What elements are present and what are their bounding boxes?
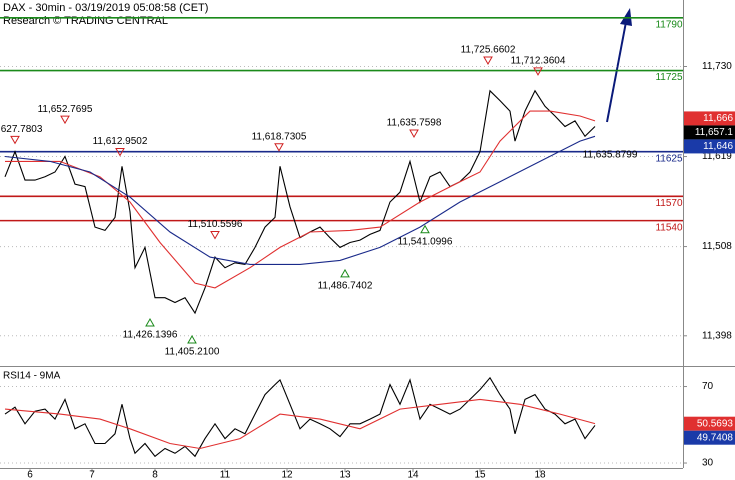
- high-label: 11,652.7695: [38, 104, 93, 115]
- high-marker: [115, 147, 125, 157]
- x-tick-label: 11: [220, 470, 231, 480]
- level-label: 11725: [655, 72, 683, 83]
- x-tick-label: 12: [281, 470, 293, 480]
- price-badge-label: 11,666: [703, 113, 733, 124]
- high-label: 11,635.7598: [387, 118, 442, 129]
- high-marker: [483, 56, 493, 66]
- high-marker: [60, 115, 70, 125]
- level-label: 11790: [655, 19, 683, 30]
- series-line: [4, 376, 596, 458]
- level-label: 11540: [655, 222, 683, 233]
- high-label: 11,712.3604: [511, 55, 566, 66]
- y-tick-label: 11,508: [702, 241, 732, 252]
- forecast-arrow: [606, 21, 627, 123]
- y-tick-label: 30: [702, 458, 714, 469]
- high-marker: [10, 135, 20, 145]
- price-badge-label: 50.5693: [697, 418, 734, 429]
- level-label: 11625: [655, 153, 683, 164]
- price-badge-label: 11,646: [703, 141, 733, 152]
- high-label: 11,612.9502: [93, 136, 148, 147]
- high-marker: [274, 143, 284, 152]
- price-badge-label: 11,657.1: [695, 127, 734, 138]
- y-tick-label: 11,619: [702, 151, 732, 162]
- y-tick-label: 11,398: [702, 330, 732, 341]
- high-label: 11,725.6602: [461, 45, 516, 56]
- high-marker: [533, 67, 543, 76]
- series-line: [4, 89, 596, 315]
- x-tick-label: 8: [152, 470, 158, 480]
- price-badge: [684, 416, 735, 431]
- low-marker: [340, 268, 350, 278]
- series-line: [4, 135, 596, 265]
- forecast-arrowhead: [620, 8, 632, 26]
- high-marker: [409, 129, 419, 138]
- high-label: 11,618.7305: [252, 131, 307, 142]
- high-marker: [210, 231, 220, 240]
- low-marker: [420, 224, 430, 234]
- series-line: [4, 398, 596, 450]
- low-label: 11,541.0996: [398, 236, 453, 247]
- low-marker: [187, 334, 197, 344]
- x-tick-label: 14: [407, 470, 419, 480]
- high-label: 11,627.7803: [0, 124, 43, 135]
- y-tick-label: 11,730: [702, 61, 732, 72]
- x-tick-label: 13: [339, 470, 351, 480]
- high-label: 11,510.5596: [188, 219, 243, 230]
- x-tick-label: 15: [474, 470, 486, 480]
- chart-title: DAX - 30min - 03/19/2019 05:08:58 (CET): [3, 2, 208, 14]
- price-badge: [684, 111, 735, 126]
- price-badge: [684, 125, 735, 140]
- price-badge-label: 49.7408: [697, 432, 734, 443]
- low-marker: [145, 317, 155, 327]
- price-badge: [684, 430, 735, 445]
- chart-subtitle: Research © TRADING CENTRAL: [3, 15, 168, 27]
- low-label: 11,486.7402: [318, 280, 373, 291]
- x-tick-label: 7: [89, 470, 95, 480]
- price-badge: [684, 139, 735, 154]
- series-line: [5, 110, 596, 289]
- x-tick-label: 6: [27, 470, 33, 480]
- level-label: 11570: [655, 198, 683, 209]
- low-label: 11,405.2100: [165, 347, 220, 358]
- price-label: 11,635.8799: [583, 149, 638, 160]
- panel-title: RSI14 - 9MA: [3, 371, 61, 382]
- x-tick-label: 18: [534, 470, 546, 480]
- low-label: 11,426.1396: [123, 330, 178, 341]
- y-tick-label: 70: [702, 381, 714, 392]
